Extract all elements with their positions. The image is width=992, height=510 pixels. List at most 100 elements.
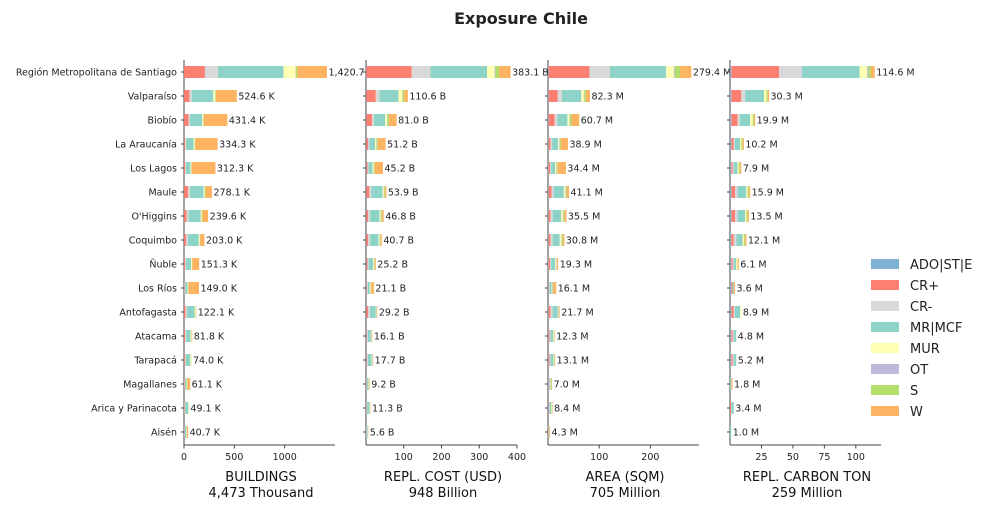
bar-segment bbox=[550, 258, 552, 270]
bar-segment bbox=[368, 138, 370, 150]
legend-label: S bbox=[910, 384, 918, 399]
bar-segment bbox=[733, 282, 736, 294]
bar-segment bbox=[368, 162, 373, 174]
bar-segment bbox=[548, 258, 549, 270]
bar-segment bbox=[375, 90, 380, 102]
x-tick-label: 75 bbox=[818, 452, 830, 463]
x-tick-label: 25 bbox=[755, 452, 767, 463]
bar-segment bbox=[571, 114, 580, 126]
bar-segment bbox=[550, 138, 553, 150]
x-tick-label: 1000 bbox=[273, 452, 297, 463]
bar-segment bbox=[185, 138, 187, 150]
value-label: 60.7 M bbox=[581, 116, 613, 127]
legend-swatch bbox=[871, 322, 899, 332]
bar-segment bbox=[198, 234, 200, 246]
bar-segment bbox=[561, 210, 563, 222]
x-axis-total: 259 Million bbox=[772, 486, 843, 501]
bar-segment bbox=[381, 210, 383, 222]
bar-segment bbox=[548, 66, 549, 78]
bar-segment bbox=[554, 330, 555, 342]
bar-segment bbox=[373, 114, 386, 126]
value-label: 16.1 M bbox=[558, 284, 590, 295]
bar-segment bbox=[737, 210, 746, 222]
bar-segment bbox=[731, 330, 733, 342]
value-label: 431.4 K bbox=[229, 116, 266, 127]
bar-segment bbox=[742, 138, 744, 150]
bar-segment bbox=[411, 66, 431, 78]
bar-segment bbox=[204, 66, 219, 78]
bar-segment bbox=[555, 258, 557, 270]
bar-segment bbox=[730, 282, 732, 294]
value-label: 383.1 B bbox=[512, 68, 549, 79]
bar-segment bbox=[736, 258, 738, 270]
bar-segment bbox=[562, 234, 565, 246]
bar-segment bbox=[557, 114, 568, 126]
bar-segment bbox=[737, 258, 739, 270]
category-label: Biobío bbox=[148, 116, 178, 127]
bar-segment bbox=[801, 66, 860, 78]
bar-segment bbox=[553, 186, 564, 198]
bar-segment bbox=[553, 330, 554, 342]
bar-segment bbox=[559, 306, 560, 318]
bar-segment bbox=[868, 66, 871, 78]
bar-segment bbox=[731, 114, 738, 126]
legend-label: OT bbox=[910, 363, 928, 378]
bar-segment bbox=[763, 90, 767, 102]
value-label: 19.3 M bbox=[560, 260, 592, 271]
bar-segment bbox=[187, 282, 189, 294]
bar-segment bbox=[548, 186, 549, 198]
bar-segment bbox=[190, 354, 192, 366]
bar-segment bbox=[389, 114, 397, 126]
x-axis-total: 948 Billion bbox=[409, 486, 478, 501]
x-tick-label: 100 bbox=[395, 452, 413, 463]
value-label: 17.7 B bbox=[375, 356, 406, 367]
bar-segment bbox=[402, 90, 405, 102]
legend-swatch bbox=[871, 385, 899, 395]
bar-segment bbox=[188, 282, 199, 294]
bar-segment bbox=[563, 186, 566, 198]
bar-segment bbox=[548, 306, 549, 318]
bar-segment bbox=[379, 210, 381, 222]
bar-segment bbox=[205, 186, 212, 198]
bar-segment bbox=[562, 210, 564, 222]
bar-segment bbox=[554, 114, 558, 126]
bar-segment bbox=[552, 282, 553, 294]
bar-segment bbox=[367, 282, 368, 294]
bar-segment bbox=[563, 210, 565, 222]
value-label: 51.2 B bbox=[387, 140, 418, 151]
value-label: 279.4 M bbox=[693, 68, 731, 79]
bar-segment bbox=[731, 402, 734, 414]
bar-segment bbox=[548, 330, 550, 342]
bar-segment bbox=[195, 138, 218, 150]
value-label: 5.2 M bbox=[738, 356, 764, 367]
bar-segment bbox=[584, 90, 586, 102]
bar-segment bbox=[556, 258, 558, 270]
bar-segment bbox=[746, 210, 748, 222]
value-label: 74.0 K bbox=[193, 356, 224, 367]
bar-segment bbox=[550, 210, 553, 222]
bar-segment bbox=[375, 138, 377, 150]
bar-segment bbox=[733, 138, 736, 150]
bar-segment bbox=[731, 66, 780, 78]
bar-segment bbox=[368, 234, 371, 246]
category-label: O'Higgins bbox=[131, 212, 177, 223]
bar-segment bbox=[730, 378, 732, 390]
bar-segment bbox=[549, 426, 551, 438]
bar-segment bbox=[740, 138, 742, 150]
bar-segment bbox=[366, 162, 368, 174]
bar-segment bbox=[186, 258, 192, 270]
value-label: 41.1 M bbox=[570, 188, 602, 199]
bar-segment bbox=[552, 402, 553, 414]
bar-segment bbox=[185, 330, 187, 342]
bar-segment bbox=[552, 138, 559, 150]
legend-swatch bbox=[871, 406, 899, 416]
bar-segment bbox=[184, 282, 185, 294]
value-label: 4.3 M bbox=[552, 428, 578, 439]
bar-segment bbox=[200, 234, 205, 246]
bar-segment bbox=[295, 66, 298, 78]
bar-segment bbox=[731, 378, 733, 390]
bar-segment bbox=[552, 210, 562, 222]
bar-segment bbox=[189, 90, 192, 102]
bar-segment bbox=[548, 378, 550, 390]
value-label: 239.6 K bbox=[210, 212, 247, 223]
